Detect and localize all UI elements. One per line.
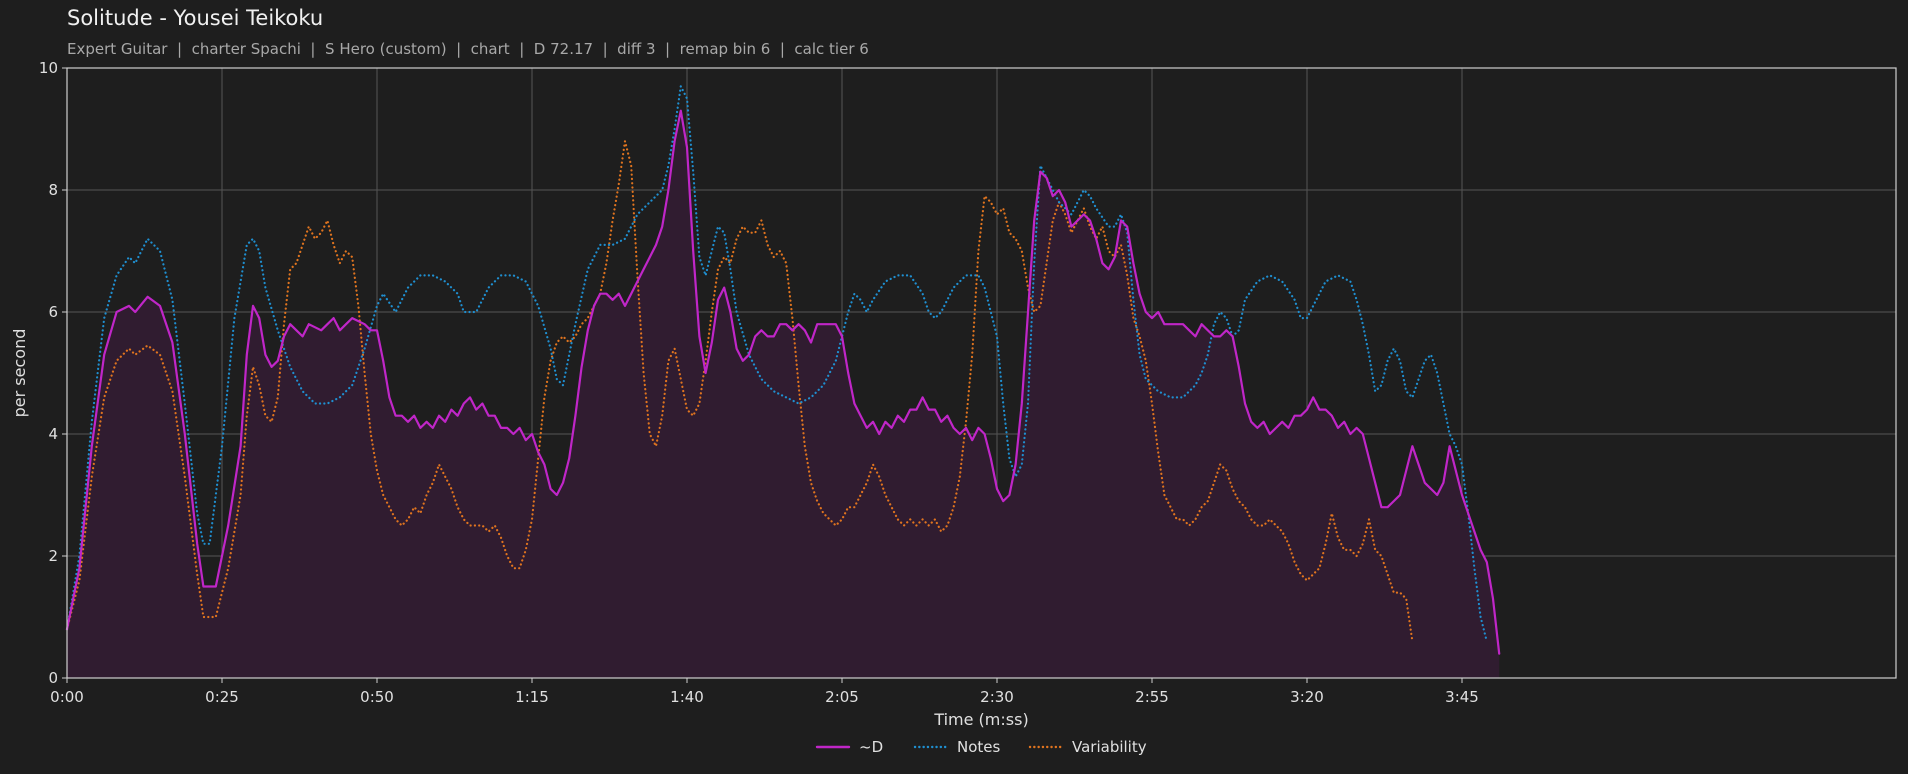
y-tick-label: 2 xyxy=(48,547,58,565)
series-lines xyxy=(65,85,1501,655)
x-tick-label: 3:45 xyxy=(1445,688,1479,706)
x-tick-label: 1:40 xyxy=(670,688,704,706)
y-axis-label: per second xyxy=(10,329,29,418)
series-line-notes xyxy=(65,85,1488,643)
x-tick-label: 2:55 xyxy=(1135,688,1169,706)
legend-label: Variability xyxy=(1072,738,1147,756)
x-tick-label: 0:00 xyxy=(50,688,84,706)
chart-subtitle: Expert Guitar | charter Spachi | S Hero … xyxy=(67,40,869,58)
x-axis-label: Time (m:ss) xyxy=(933,710,1028,729)
x-tick-label: 0:25 xyxy=(205,688,239,706)
chart-title: Solitude - Yousei Teikoku xyxy=(67,6,324,30)
x-tick-label: 2:30 xyxy=(980,688,1014,706)
y-tick-label: 0 xyxy=(48,669,58,687)
y-tick-label: 6 xyxy=(48,303,58,321)
y-tick-label: 8 xyxy=(48,181,58,199)
x-tick-label: 1:15 xyxy=(515,688,549,706)
y-tick-label: 4 xyxy=(48,425,58,443)
x-tick-label: 3:20 xyxy=(1290,688,1324,706)
x-tick-label: 0:50 xyxy=(360,688,394,706)
legend-label: Notes xyxy=(957,738,1001,756)
plot-frame xyxy=(66,67,1897,679)
series-line-d xyxy=(65,109,1501,655)
series-line-variability xyxy=(65,140,1414,643)
legend-label: ~D xyxy=(859,738,883,756)
axis-ticks: 0:00 0:25 0:50 1:15 1:40 2:05 2:30 2:55 3:20 3:45… xyxy=(39,59,1479,706)
d-fill-area-path xyxy=(67,110,1500,678)
x-tick-label: 2:05 xyxy=(825,688,859,706)
d-fill-area xyxy=(67,110,1500,678)
legend: ~D Notes Variability xyxy=(815,738,1147,756)
y-tick-label: 10 xyxy=(39,59,58,77)
